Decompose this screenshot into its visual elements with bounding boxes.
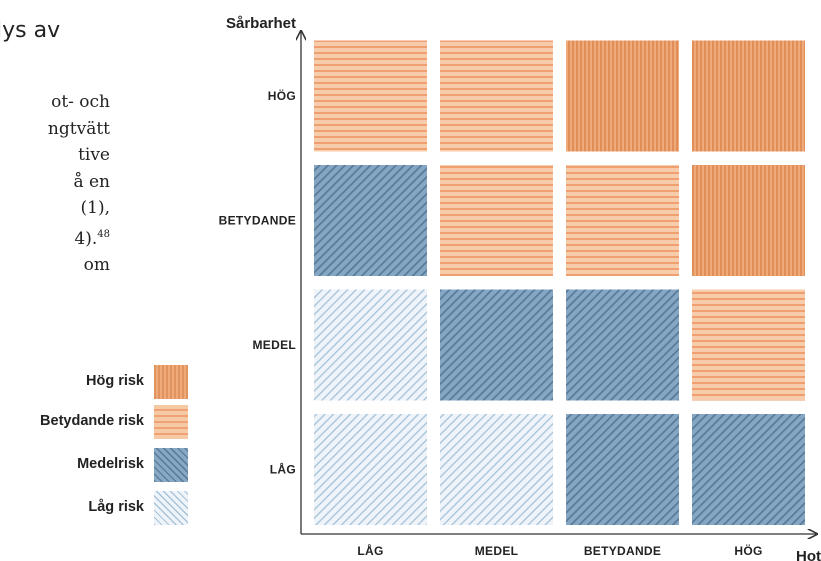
legend-swatch-medium bbox=[154, 448, 188, 482]
footnote-marker: 48 bbox=[97, 228, 110, 240]
y-tick-label: LÅG bbox=[270, 462, 296, 477]
y-tick-label: BETYDANDE bbox=[219, 214, 296, 228]
matrix-cells bbox=[314, 40, 805, 525]
matrix-cell-significant bbox=[692, 289, 805, 401]
matrix-cell-low bbox=[314, 414, 427, 525]
section-heading: lys av bbox=[0, 18, 61, 43]
body-paragraph: ot- och ngtvätt tive å en (1), 4).48 om bbox=[0, 89, 110, 279]
legend-swatch-low bbox=[154, 491, 188, 525]
legend-label: Medelrisk bbox=[77, 456, 144, 472]
paragraph-line: å en bbox=[73, 171, 110, 192]
matrix-cell-low bbox=[314, 289, 427, 401]
matrix-cell-medium bbox=[566, 289, 679, 401]
y-axis-title: Sårbarhet bbox=[226, 15, 296, 32]
matrix-cell-medium bbox=[566, 414, 679, 525]
legend-swatch-significant bbox=[154, 405, 188, 439]
paragraph-line: ot- och bbox=[51, 92, 110, 112]
legend-label: Betydande risk bbox=[40, 413, 144, 429]
y-tick-label: MEDEL bbox=[253, 338, 297, 352]
matrix-cell-low bbox=[440, 414, 553, 525]
legend-label: Hög risk bbox=[85, 373, 144, 389]
x-tick-label: HÖG bbox=[734, 543, 762, 558]
paragraph-line: 4).48 bbox=[0, 222, 110, 253]
legend-item-medium: Medelrisk bbox=[0, 448, 190, 482]
y-tick-labels: LÅG MEDEL BETYDANDE HÖG bbox=[219, 88, 296, 477]
paragraph-line: (1), bbox=[80, 198, 110, 218]
matrix-cell-high bbox=[566, 40, 679, 152]
matrix-cell-significant bbox=[566, 165, 679, 276]
matrix-cell-high bbox=[692, 165, 805, 276]
x-tick-label: LÅG bbox=[357, 543, 383, 558]
x-tick-label: BETYDANDE bbox=[584, 544, 661, 558]
legend-item-low: Låg risk bbox=[0, 491, 190, 525]
paragraph-line-text: 4). bbox=[74, 228, 98, 249]
matrix-cell-medium bbox=[440, 289, 553, 401]
x-tick-labels: LÅG MEDEL BETYDANDE HÖG bbox=[357, 543, 762, 558]
paragraph-line: ngtvätt bbox=[47, 118, 110, 139]
x-tick-label: MEDEL bbox=[475, 544, 519, 558]
paragraph-line: tive bbox=[78, 145, 110, 165]
matrix-cell-significant bbox=[440, 40, 553, 152]
matrix-cell-significant bbox=[314, 40, 427, 152]
legend-label: Låg risk bbox=[88, 499, 144, 515]
matrix-cell-significant bbox=[440, 165, 553, 276]
legend-item-significant: Betydande risk bbox=[0, 405, 190, 439]
y-tick-label: HÖG bbox=[268, 88, 296, 103]
legend-swatch-high bbox=[154, 365, 188, 399]
x-axis-title: Hot bbox=[796, 548, 821, 561]
paragraph-line: om bbox=[83, 255, 110, 275]
legend-item-high: Hög risk bbox=[0, 365, 190, 399]
matrix-cell-medium bbox=[314, 165, 427, 276]
matrix-cell-medium bbox=[692, 414, 805, 525]
matrix-cell-high bbox=[692, 40, 805, 152]
